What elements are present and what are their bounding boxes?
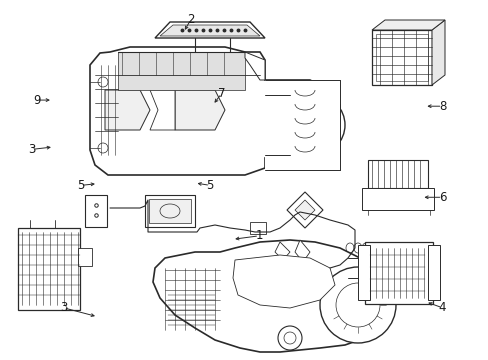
- Polygon shape: [294, 200, 314, 220]
- Polygon shape: [244, 52, 264, 80]
- Circle shape: [335, 283, 379, 327]
- Bar: [375, 34, 427, 81]
- Text: 3: 3: [60, 301, 67, 314]
- Bar: [149, 199, 191, 223]
- Polygon shape: [274, 242, 289, 260]
- Polygon shape: [160, 25, 260, 36]
- Text: 5: 5: [77, 179, 84, 192]
- Polygon shape: [431, 20, 444, 85]
- Bar: [364, 242, 432, 304]
- Polygon shape: [286, 192, 323, 228]
- Text: 4: 4: [438, 301, 446, 314]
- Bar: [145, 195, 195, 227]
- Bar: [357, 245, 369, 300]
- Bar: [371, 30, 431, 85]
- Bar: [249, 222, 265, 234]
- Polygon shape: [232, 255, 334, 308]
- Circle shape: [98, 77, 108, 87]
- Text: 1: 1: [255, 229, 263, 242]
- Circle shape: [278, 326, 302, 350]
- Bar: [361, 188, 433, 210]
- Bar: [18, 228, 80, 310]
- Bar: [118, 52, 244, 90]
- Circle shape: [285, 95, 345, 155]
- Bar: [427, 245, 439, 300]
- Text: 3: 3: [28, 143, 36, 156]
- Polygon shape: [371, 20, 444, 30]
- Polygon shape: [150, 90, 175, 130]
- Circle shape: [284, 332, 295, 344]
- Polygon shape: [90, 47, 339, 175]
- Bar: [85, 195, 107, 227]
- Circle shape: [98, 143, 108, 153]
- Text: 6: 6: [438, 191, 446, 204]
- Polygon shape: [155, 22, 264, 38]
- Circle shape: [296, 107, 332, 143]
- Text: 9: 9: [33, 94, 41, 107]
- Text: 5: 5: [206, 179, 214, 192]
- Circle shape: [319, 267, 395, 343]
- Polygon shape: [175, 90, 224, 130]
- Text: 8: 8: [438, 100, 446, 113]
- Polygon shape: [105, 90, 150, 130]
- Bar: [367, 160, 427, 188]
- Polygon shape: [264, 80, 339, 170]
- Text: 7: 7: [217, 87, 225, 100]
- Bar: [78, 248, 92, 266]
- Polygon shape: [153, 240, 394, 352]
- Polygon shape: [294, 240, 309, 262]
- Text: 2: 2: [186, 13, 194, 26]
